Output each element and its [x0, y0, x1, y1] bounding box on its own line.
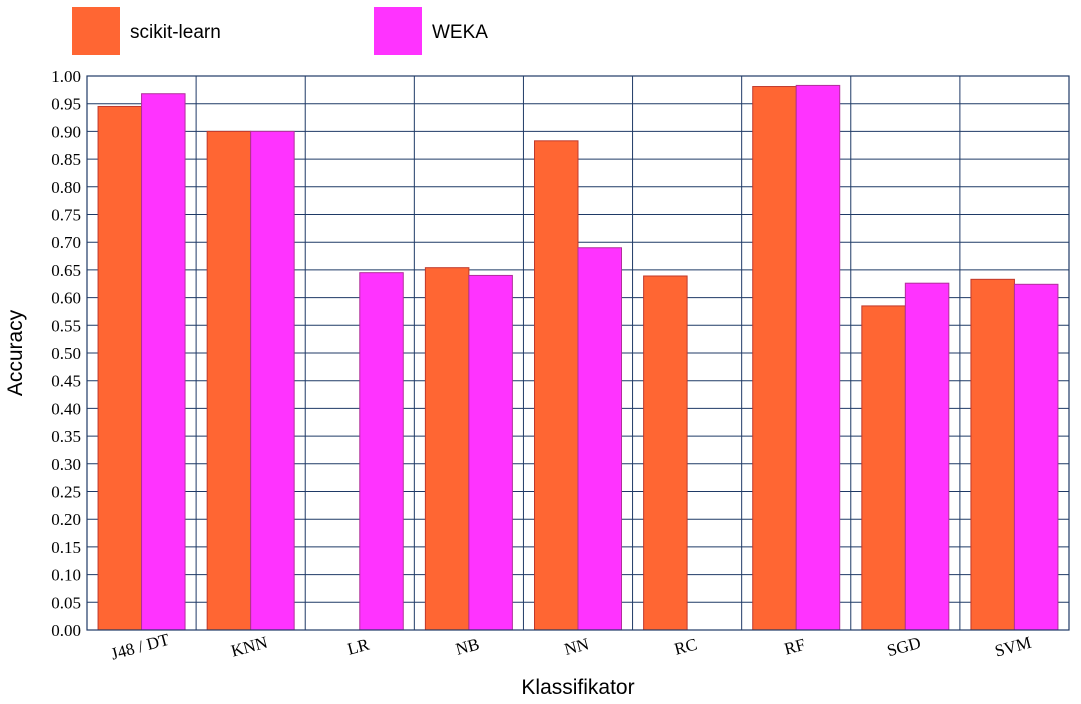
y-tick-label: 0.20 [51, 510, 81, 529]
y-tick-label: 0.25 [51, 483, 81, 502]
bar-weka-nb [468, 274, 513, 631]
bar-scikit-learn-sgd [861, 305, 906, 631]
y-tick-label: 0.65 [51, 261, 81, 280]
bar-scikit-learn-knn [206, 130, 252, 631]
x-tick-label: NB [454, 634, 482, 658]
y-tick-label: 0.15 [51, 538, 81, 557]
y-tick-label: 0.80 [51, 178, 81, 197]
bar-weka-sgd [904, 282, 950, 631]
y-tick-label: 0.30 [51, 455, 81, 474]
y-tick-label: 0.85 [51, 150, 81, 169]
bar-weka-lr [359, 272, 404, 631]
y-tick-label: 0.00 [51, 621, 81, 640]
bar-weka-svm [1013, 283, 1059, 631]
y-tick-label: 1.00 [51, 67, 81, 86]
y-tick-label: 0.95 [51, 95, 81, 114]
y-tick-label: 0.55 [51, 316, 81, 335]
x-tick-label: KNN [229, 633, 270, 661]
legend-label: scikit-learn [130, 22, 221, 43]
x-tick-label: SGD [885, 633, 923, 660]
x-tick-label: J48 / DT [109, 630, 172, 664]
bar-scikit-learn-svm [970, 278, 1015, 631]
y-tick-label: 0.10 [51, 566, 81, 585]
plot-border [86, 75, 1070, 631]
y-tick-label: 0.45 [51, 372, 81, 391]
x-tick-label: NN [562, 634, 591, 659]
y-tick-label: 0.90 [51, 122, 81, 141]
y-tick-labels: 0.00 0.05 0.10 0.15 0.20 0.25 0.30 0.35 0.40 0.45… [51, 67, 81, 640]
y-tick-label: 0.70 [51, 233, 81, 252]
legend: scikit-learn WEKA [72, 7, 488, 55]
legend-swatch [374, 7, 422, 55]
x-tick-label: RF [782, 635, 807, 659]
bar-scikit-learn-nb [424, 267, 470, 631]
legend-swatch [72, 7, 120, 55]
bar-scikit-learn-rc [643, 275, 688, 631]
bars [97, 84, 1059, 631]
bar-weka-knn [250, 130, 295, 631]
plot-frame [86, 75, 1070, 631]
y-tick-label: 0.40 [51, 399, 81, 418]
bar-scikit-learn-nn [534, 140, 579, 631]
x-tick-label: SVM [993, 633, 1034, 661]
x-tick-label: RC [672, 635, 699, 659]
x-tick-label: LR [345, 635, 372, 659]
y-tick-label: 0.75 [51, 206, 81, 225]
y-tick-label: 0.05 [51, 593, 81, 612]
x-axis-label: Klassifikator [521, 676, 634, 699]
y-axis-label: Accuracy [4, 309, 27, 396]
bar-weka-rf [795, 84, 841, 631]
y-tick-label: 0.35 [51, 427, 81, 446]
bar-scikit-learn-rf [752, 86, 797, 631]
y-tick-label: 0.60 [51, 289, 81, 308]
legend-label: WEKA [432, 22, 488, 43]
x-tick-labels: J48 / DT KNN LR NB NN RC RF SGD SVM [109, 630, 1033, 664]
y-tick-label: 0.50 [51, 344, 81, 363]
bar-scikit-learn-j48-dt [97, 105, 143, 631]
bar-weka-nn [577, 247, 622, 631]
bar-weka-j48-dt [141, 93, 186, 631]
